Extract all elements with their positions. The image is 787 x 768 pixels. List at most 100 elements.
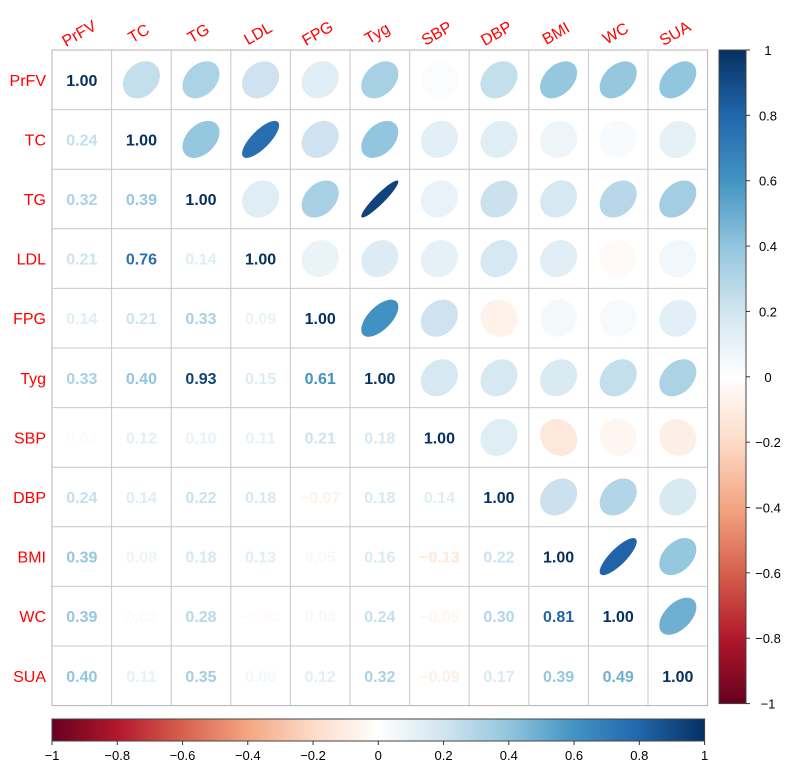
column-label: LDL [241, 19, 275, 48]
correlation-value-label: −0.13 [419, 550, 460, 567]
ellipse-mark [540, 120, 578, 158]
colorbar-tick-label: 0.2 [435, 748, 453, 763]
column-label: FPG [299, 19, 336, 50]
ellipse-mark [242, 120, 280, 158]
correlation-value-label: 0.39 [543, 669, 574, 686]
ellipse-mark [361, 61, 399, 99]
colorbar-tick-label: −1 [45, 748, 60, 763]
row-label: TC [25, 132, 46, 149]
correlation-value-label: 0.40 [126, 371, 157, 388]
correlation-value-label: 0.49 [603, 669, 634, 686]
ellipse-mark [361, 180, 399, 218]
correlation-value-label: −0.09 [419, 669, 460, 686]
correlation-value-label: 0.02 [66, 430, 97, 447]
column-label: SUA [657, 18, 694, 49]
correlation-value-label: −0.05 [419, 609, 460, 626]
colorbar-tick-label: −0.2 [300, 748, 326, 763]
colorbar-tick-label: −1 [761, 697, 776, 712]
correlation-value-label: 0.33 [185, 311, 216, 328]
ellipse-mark [659, 359, 697, 397]
column-label: WC [600, 20, 632, 48]
correlation-value-label: 0.14 [126, 490, 157, 507]
ellipse-mark [361, 299, 399, 337]
ellipse-mark [659, 61, 697, 99]
ellipse-mark [301, 180, 339, 218]
ellipse-mark [540, 180, 578, 218]
correlation-value-label: 0.08 [126, 550, 157, 567]
diagonal-value-label: 1.00 [424, 430, 455, 447]
ellipse-mark [420, 299, 458, 337]
correlation-value-label: 0.11 [245, 430, 275, 447]
ellipse-mark [599, 418, 637, 456]
column-label: SBP [419, 19, 455, 50]
correlation-value-label: 0.39 [126, 192, 157, 209]
correlation-value-label: 0.10 [185, 430, 216, 447]
ellipse-mark [540, 418, 578, 456]
ellipse-mark [599, 538, 637, 576]
column-label: BMI [540, 20, 573, 49]
correlation-value-label: −0.03 [240, 609, 281, 626]
colorbar-tick-label: 1 [701, 748, 708, 763]
colorbar-tick-label: 0.2 [759, 304, 777, 319]
correlation-value-label: 0.18 [364, 490, 395, 507]
colorbar-tick-label: 0 [375, 748, 382, 763]
colorbar-tick-label: −0.6 [755, 566, 781, 581]
ellipse-mark [540, 478, 578, 516]
correlation-value-label: 0.14 [66, 311, 97, 328]
row-label: SBP [14, 430, 46, 447]
ellipse-mark [361, 240, 399, 278]
correlation-value-label: 0.04 [305, 609, 336, 626]
correlation-value-label: 0.81 [543, 609, 574, 626]
column-label: Tyg [362, 20, 393, 48]
correlation-value-label: 0.11 [126, 669, 156, 686]
ellipse-mark [480, 240, 518, 278]
ellipse-mark [599, 240, 637, 278]
ellipse-mark [480, 418, 518, 456]
diagonal-value-label: 1.00 [662, 669, 693, 686]
correlation-value-label: 0.76 [126, 252, 157, 269]
correlation-value-label: 0.15 [245, 371, 276, 388]
correlation-value-label: 0.09 [245, 311, 276, 328]
ellipse-mark [540, 299, 578, 337]
ellipse-mark [540, 61, 578, 99]
ellipse-mark [301, 61, 339, 99]
correlation-value-label: 0.32 [364, 669, 395, 686]
colorbar-tick-label: 0.4 [759, 239, 777, 254]
colorbar-tick-label: 0.6 [565, 748, 583, 763]
colorbar-tick-label: 1 [764, 43, 771, 58]
correlation-value-label: 0.39 [66, 609, 97, 626]
ellipse-mark [182, 120, 220, 158]
correlation-value-label: 0.05 [305, 550, 336, 567]
colorbar-bottom: −1 −0.8 −0.6 −0.4 −0.2 0 0.2 0.4 0.6 0.8 1 [45, 718, 708, 763]
colorbar-tick-label: 0 [764, 370, 771, 385]
correlation-value-label: 0.21 [66, 252, 97, 269]
ellipse-mark [301, 120, 339, 158]
ellipse-mark [659, 120, 697, 158]
diagonal-value-label: 1.00 [185, 192, 216, 209]
correlation-value-label: 0.18 [364, 430, 395, 447]
row-label: PrFV [10, 73, 47, 90]
correlation-value-label: 0.21 [126, 311, 157, 328]
ellipse-mark [420, 359, 458, 397]
correlation-value-label: 0.93 [185, 371, 216, 388]
correlation-value-label: 0.32 [66, 192, 97, 209]
colorbar-bottom-gradient [51, 718, 706, 742]
colorbar-tick-label: −0.2 [755, 435, 781, 450]
row-label: WC [19, 609, 46, 626]
colorbar-tick-label: −0.8 [755, 631, 781, 646]
correlation-value-label: 0.39 [66, 550, 97, 567]
column-label: TC [126, 21, 153, 46]
correlation-value-label: 0.18 [185, 550, 216, 567]
row-label: FPG [13, 311, 46, 328]
row-label: Tyg [20, 371, 46, 388]
ellipse-mark [659, 538, 697, 576]
diagonal-value-label: 1.00 [603, 609, 634, 626]
colorbar-tick-label: 0.4 [500, 748, 518, 763]
ellipse-mark [659, 418, 697, 456]
row-label: BMI [18, 550, 46, 567]
ellipse-mark [301, 240, 339, 278]
correlation-value-label: 0.24 [66, 490, 97, 507]
colorbar-tick-label: −0.4 [755, 501, 781, 516]
row-label: SUA [13, 669, 46, 686]
